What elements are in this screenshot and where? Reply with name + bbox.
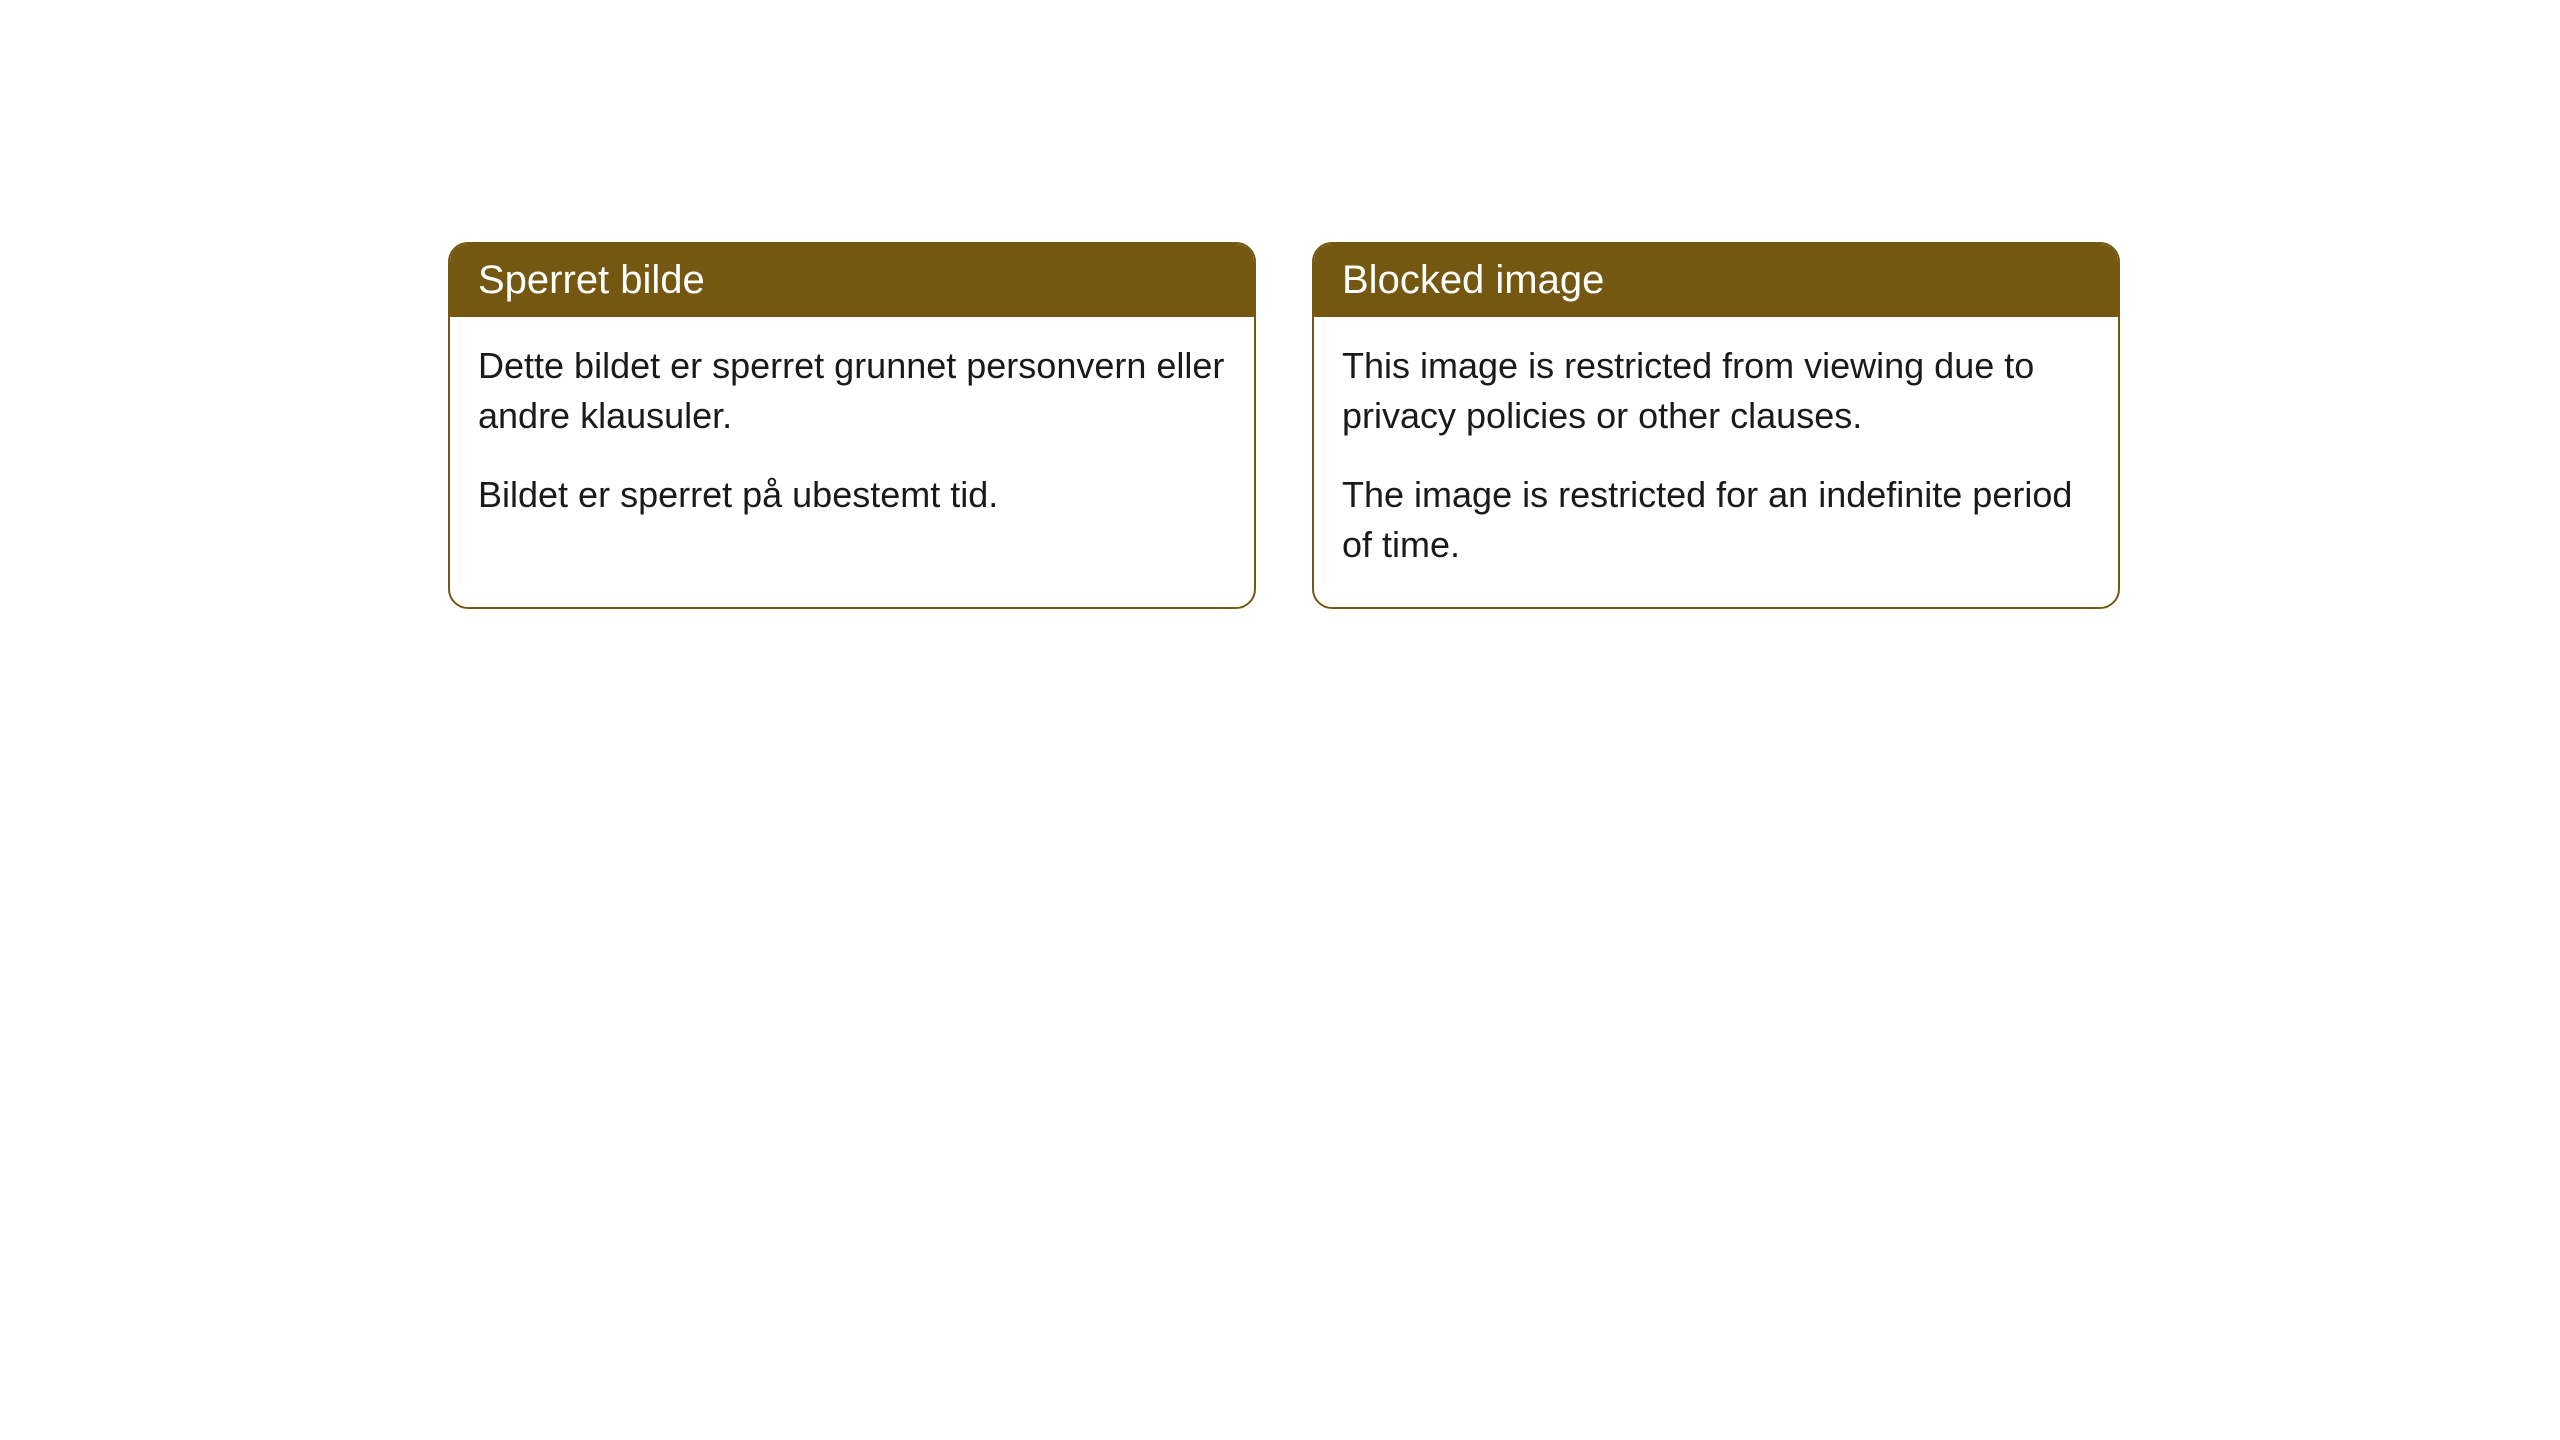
blocked-image-card-english: Blocked image This image is restricted f… xyxy=(1312,242,2120,609)
card-paragraph: Bildet er sperret på ubestemt tid. xyxy=(478,470,1226,520)
card-paragraph: This image is restricted from viewing du… xyxy=(1342,341,2090,442)
card-body: This image is restricted from viewing du… xyxy=(1314,317,2118,607)
blocked-image-card-norwegian: Sperret bilde Dette bildet er sperret gr… xyxy=(448,242,1256,609)
card-title: Sperret bilde xyxy=(478,258,705,302)
card-title: Blocked image xyxy=(1342,258,1604,302)
card-header: Sperret bilde xyxy=(450,244,1254,317)
notice-cards-container: Sperret bilde Dette bildet er sperret gr… xyxy=(0,0,2560,609)
card-paragraph: The image is restricted for an indefinit… xyxy=(1342,470,2090,571)
card-header: Blocked image xyxy=(1314,244,2118,317)
card-paragraph: Dette bildet er sperret grunnet personve… xyxy=(478,341,1226,442)
card-body: Dette bildet er sperret grunnet personve… xyxy=(450,317,1254,556)
